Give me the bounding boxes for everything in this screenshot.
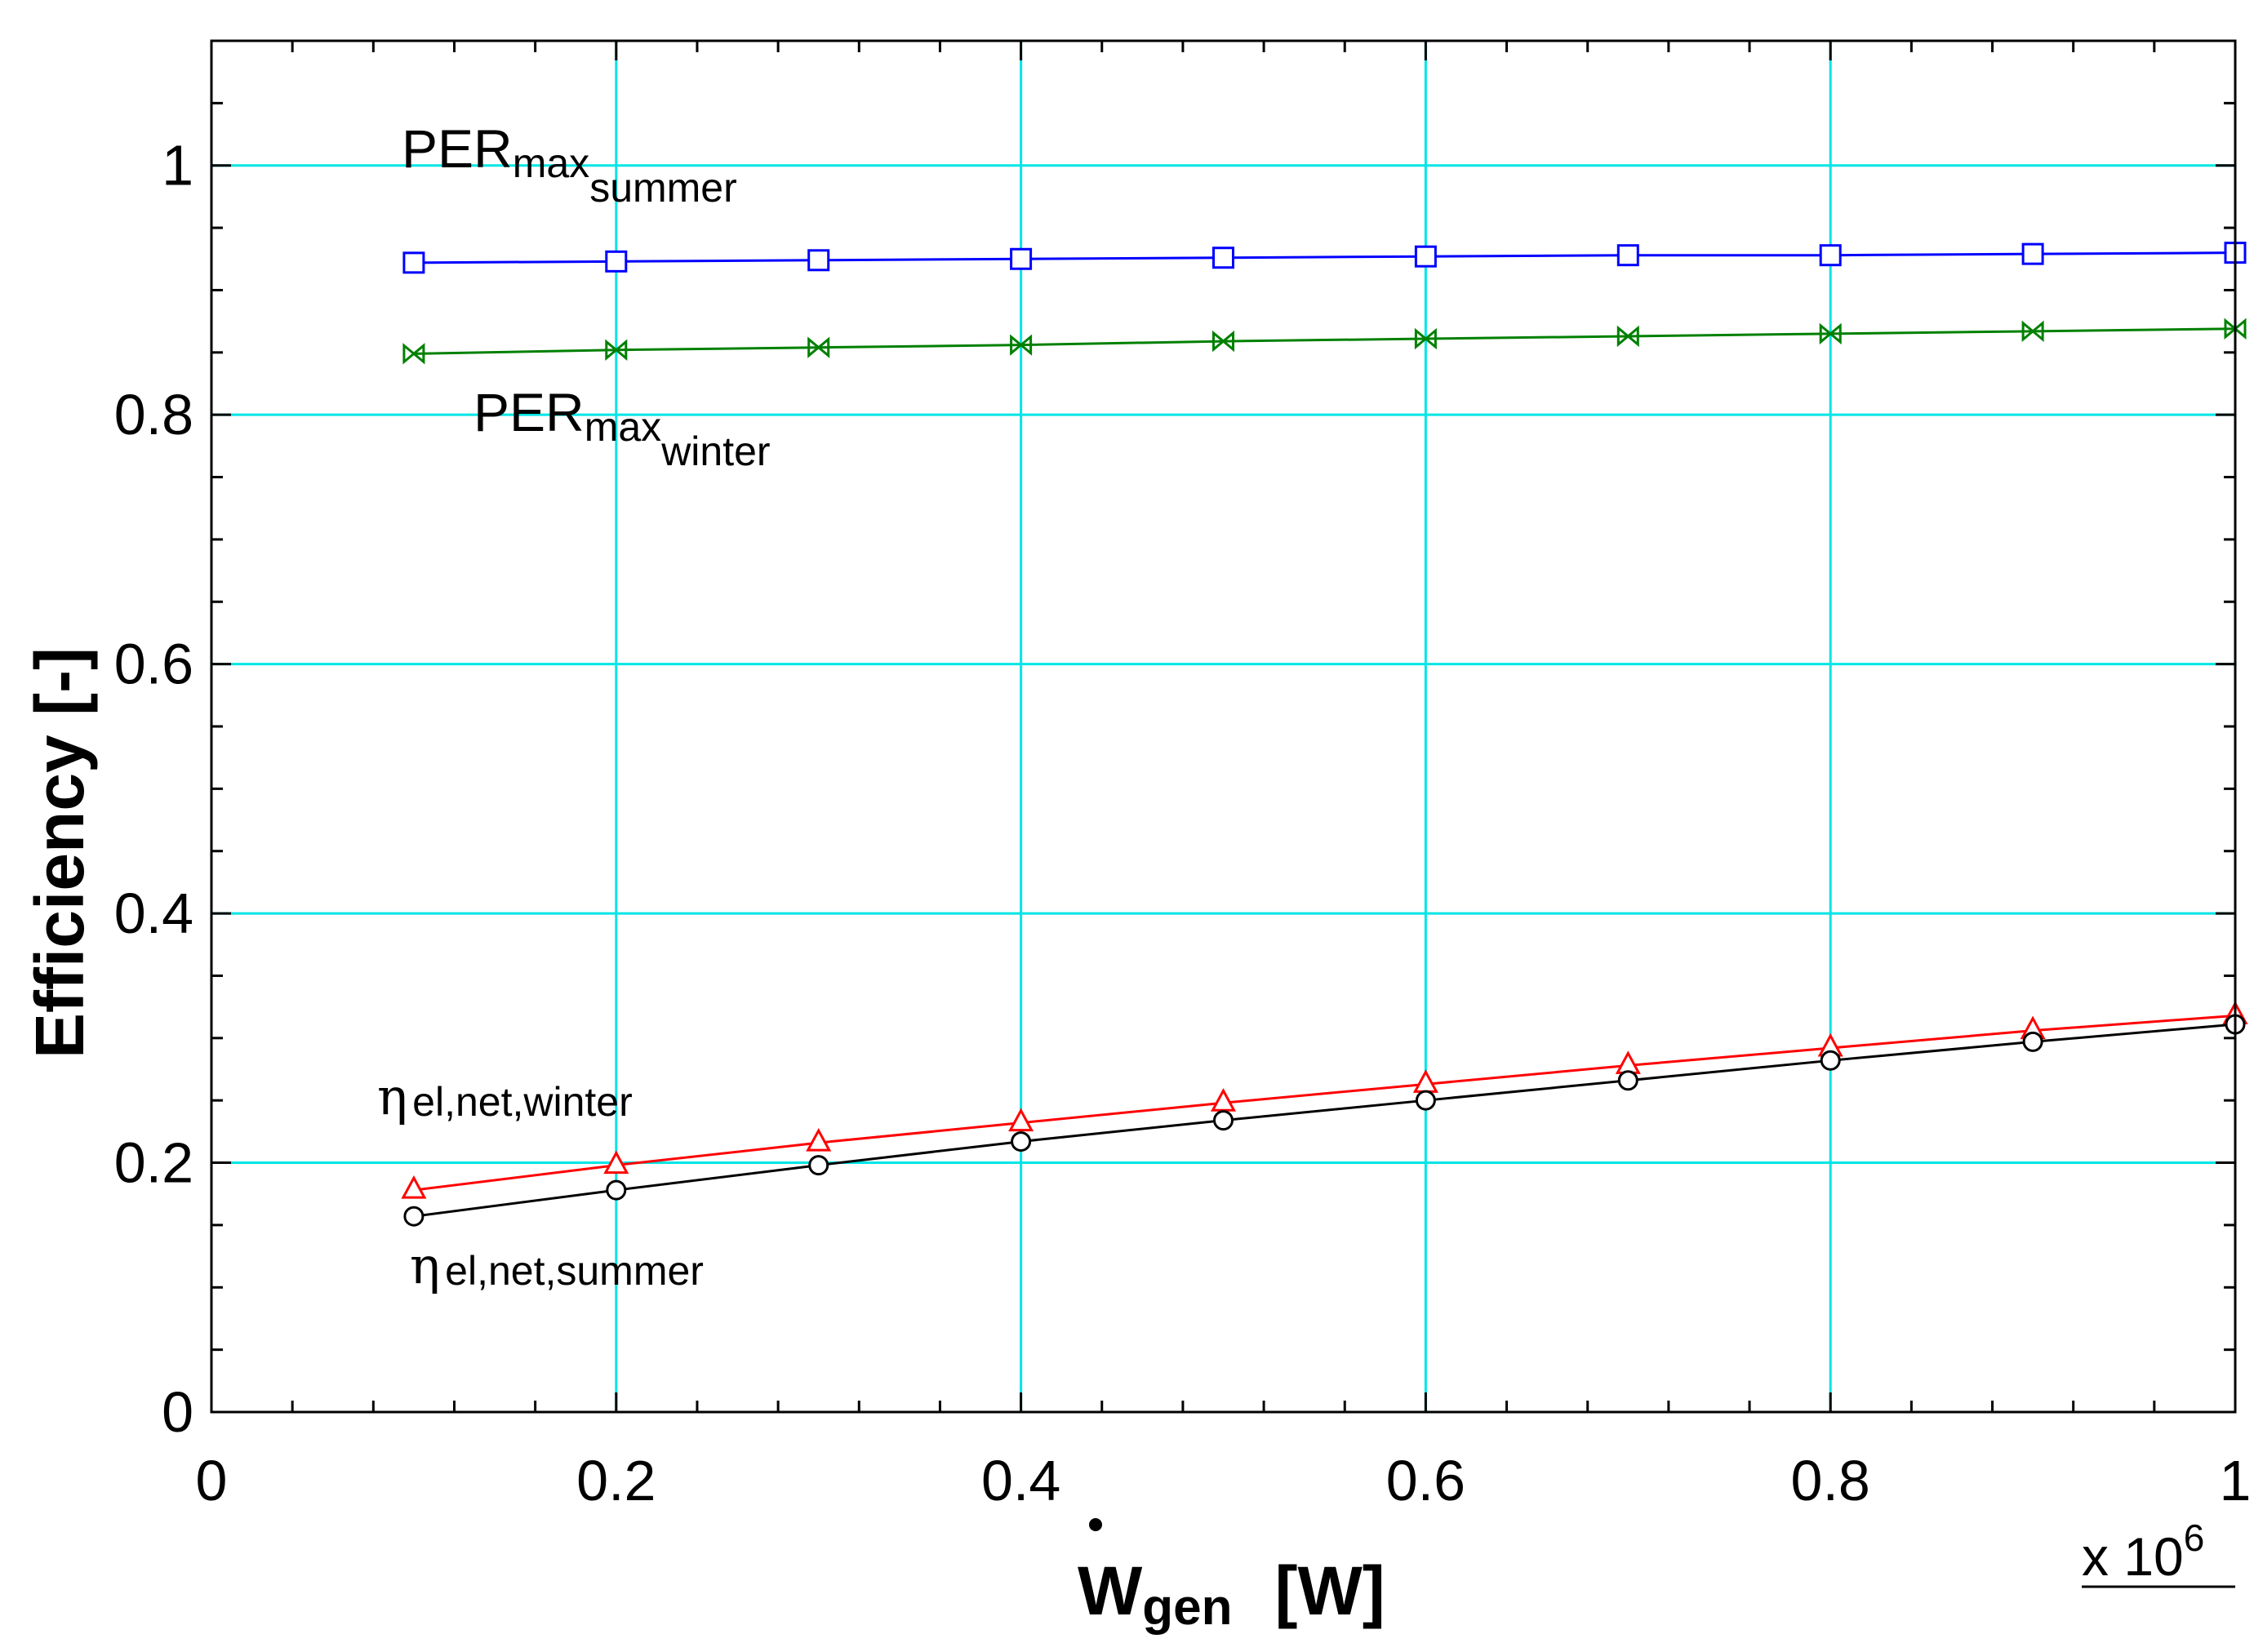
data-point-per-summer [807,249,830,272]
data-point-eta-summer [1617,1070,1638,1091]
x-tick-label: 1 [2220,1449,2252,1512]
data-point-per-summer [1616,244,1639,267]
data-point-per-summer [1010,247,1033,270]
data-point-eta-winter [401,1175,427,1199]
tick-labels: 0 0.2 0.4 0.6 0.8 1 0 0.2 0.4 0.6 0.8 1 [114,134,2252,1512]
label-eta-winter: η el,net,winter [377,1067,633,1126]
y-tick-label: 0.8 [114,383,193,446]
data-point-eta-summer [2022,1031,2043,1052]
data-point-per-summer [2021,242,2044,265]
x-axis-title-dot [1089,1518,1102,1531]
data-point-per-winter [2021,320,2044,343]
series-line-per-summer [413,251,2236,264]
grid [211,41,2235,1412]
series-line-eta-summer [413,1023,2236,1218]
data-point-per-winter [2224,318,2247,340]
data-point-eta-summer [1011,1131,1032,1152]
data-point-eta-winter [806,1127,832,1152]
y-tick-label: 0.4 [114,882,193,945]
data-point-per-winter [1616,325,1639,348]
data-point-per-winter [402,343,425,365]
data-point-per-winter [1414,327,1437,350]
label-per-winter: PERmaxwinter [473,382,771,474]
data-point-eta-summer [403,1206,425,1227]
data-point-eta-winter [603,1150,629,1175]
label-per-summer: PERmaxsummer [402,118,737,211]
x-tick-label: 0 [196,1449,228,1512]
y-tick-label: 0.6 [114,633,193,696]
data-point-per-summer [605,250,628,273]
plot-frame [210,39,2237,1414]
data-point-eta-summer [1820,1050,1841,1071]
y-axis-title: Efficiency [-] [21,647,98,1059]
data-point-per-summer [1414,245,1437,268]
data-point-eta-winter [1615,1050,1641,1074]
x-axis-title: Wgen [W] [1078,1552,1385,1636]
series-line-per-winter [413,327,2236,355]
y-tick-label: 0 [162,1380,193,1444]
label-eta-summer: η el,net,summer [410,1236,704,1295]
data-point-eta-summer [606,1179,627,1201]
data-point-per-winter [1212,330,1234,353]
x-axis-multiplier: x 106 [2082,1517,2204,1587]
x-tick-label: 0.8 [1791,1449,1870,1512]
data-point-per-winter [605,339,628,361]
data-point-eta-summer [1415,1090,1436,1111]
data-point-per-summer [1212,246,1234,269]
x-tick-label: 0.4 [981,1449,1060,1512]
data-point-eta-summer [1213,1110,1234,1131]
data-point-per-winter [1819,322,1842,345]
x-tick-label: 0.2 [576,1449,656,1512]
y-tick-label: 1 [162,134,193,198]
data-point-per-summer [1819,244,1842,267]
series-line-eta-winter [413,1014,2236,1192]
data-point-eta-winter [1008,1108,1034,1132]
data-point-per-summer [402,251,425,274]
data-point-per-winter [807,336,830,358]
y-tick-label: 0.2 [114,1131,193,1195]
series-group [401,242,2248,1227]
data-point-eta-winter [1412,1069,1438,1093]
x-tick-label: 0.6 [1386,1449,1465,1512]
data-point-per-winter [1010,334,1033,356]
data-point-eta-summer [808,1155,829,1176]
data-point-eta-winter [1210,1088,1237,1112]
axis-ticks [210,39,2237,1414]
